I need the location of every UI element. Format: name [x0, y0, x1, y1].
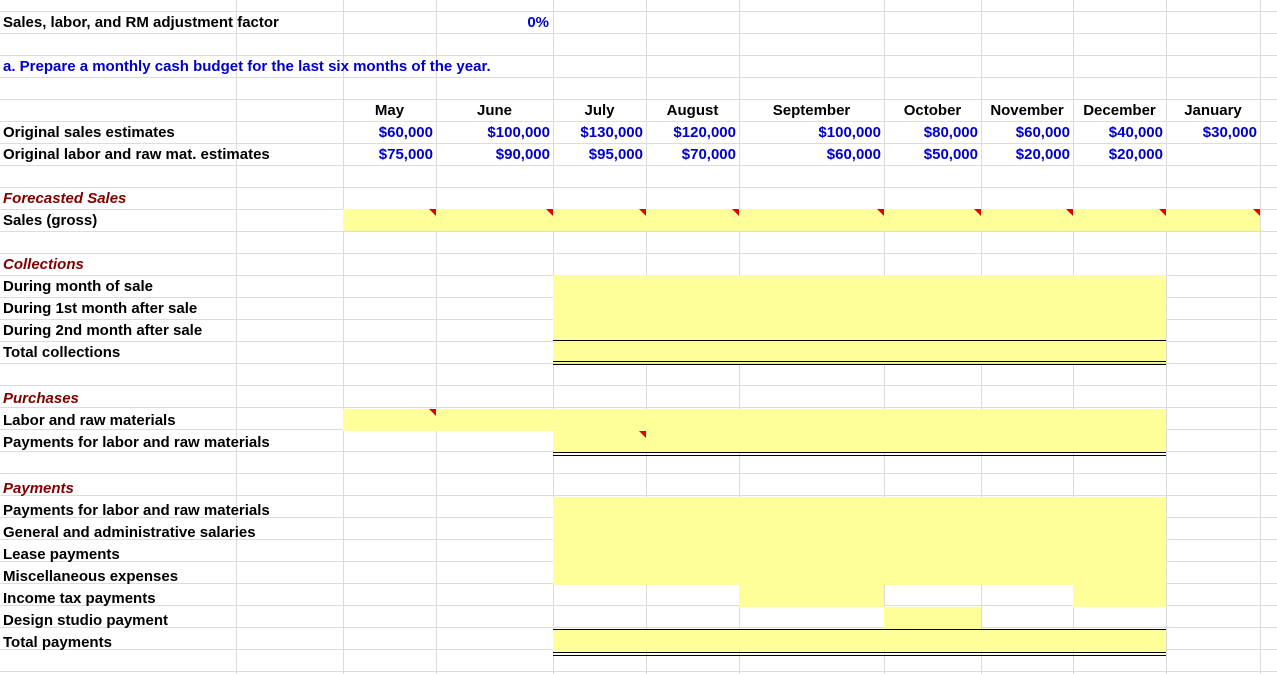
- total-collections-border-bottom: [553, 361, 1166, 365]
- sales-estimate-cell[interactable]: $30,000: [1202, 124, 1257, 141]
- input-fill-tax-aug-sep[interactable]: [739, 585, 884, 607]
- total-payments-border-top: [553, 629, 1166, 630]
- section-title-forecasted-sales: Forecasted Sales: [3, 190, 127, 207]
- month-header-july: July: [584, 102, 615, 119]
- comment-marker-icon[interactable]: [429, 409, 436, 416]
- row-label-total-collections: Total collections: [3, 344, 121, 361]
- comment-marker-icon[interactable]: [1066, 209, 1073, 216]
- row-label-income-tax: Income tax payments: [3, 590, 156, 607]
- sales-estimate-cell[interactable]: $80,000: [923, 124, 978, 141]
- labor-estimate-cell[interactable]: $50,000: [923, 146, 978, 163]
- input-fill-total-payments[interactable]: [553, 629, 1166, 651]
- row-gridline: [0, 55, 1277, 56]
- adjustment-value[interactable]: 0%: [527, 14, 549, 31]
- sales-estimates-label: Original sales estimates: [3, 124, 175, 141]
- labor-estimate-cell[interactable]: $95,000: [588, 146, 643, 163]
- row-gridline: [0, 671, 1277, 672]
- sales-estimate-cell[interactable]: $60,000: [1015, 124, 1070, 141]
- month-header-january: January: [1184, 102, 1242, 119]
- comment-marker-icon[interactable]: [1253, 209, 1260, 216]
- sales-estimate-cell[interactable]: $100,000: [487, 124, 550, 141]
- month-header-september: September: [772, 102, 851, 119]
- month-header-november: November: [990, 102, 1064, 119]
- comment-marker-icon[interactable]: [1159, 209, 1166, 216]
- row-label-month-of-sale: During month of sale: [3, 278, 153, 295]
- input-fill-tax-dec[interactable]: [1073, 585, 1166, 607]
- comment-marker-icon[interactable]: [546, 209, 553, 216]
- row-gridline: [0, 363, 1277, 364]
- month-header-december: December: [1083, 102, 1156, 119]
- input-fill-design-oct[interactable]: [884, 607, 981, 629]
- row-gridline: [0, 605, 1277, 606]
- comment-marker-icon[interactable]: [877, 209, 884, 216]
- row-label-misc-expenses: Miscellaneous expenses: [3, 568, 179, 585]
- comment-marker-icon[interactable]: [974, 209, 981, 216]
- month-header-august: August: [666, 102, 719, 119]
- row-gridline: [0, 385, 1277, 386]
- row-gridline: [0, 231, 1277, 232]
- labor-estimate-cell[interactable]: $75,000: [378, 146, 433, 163]
- row-gridline: [0, 253, 1277, 254]
- column-gridline: [343, 0, 344, 674]
- comment-marker-icon[interactable]: [639, 209, 646, 216]
- sales-estimate-cell[interactable]: $120,000: [673, 124, 736, 141]
- month-header-june: June: [476, 102, 512, 119]
- section-title-collections: Collections: [3, 256, 84, 273]
- row-label-lease-payments: Lease payments: [3, 546, 120, 563]
- row-label-total-payments: Total payments: [3, 634, 112, 651]
- row-gridline: [0, 121, 1277, 122]
- month-header-may: May: [374, 102, 405, 119]
- total-collections-border-top: [553, 340, 1166, 341]
- row-label-design-studio: Design studio payment: [3, 612, 169, 629]
- input-fill-sales-gross[interactable]: [343, 209, 1260, 231]
- sales-estimate-cell[interactable]: $40,000: [1108, 124, 1163, 141]
- input-fill-labor-materials[interactable]: [343, 409, 1166, 431]
- labor-estimate-cell[interactable]: $60,000: [826, 146, 881, 163]
- labor-estimates-label: Original labor and raw mat. estimates: [3, 146, 270, 163]
- row-gridline: [0, 165, 1277, 166]
- row-label-payments-labor: Payments for labor and raw materials: [3, 502, 270, 519]
- adjustment-label: Sales, labor, and RM adjustment factor: [3, 14, 279, 31]
- row-label-2nd-month-after: During 2nd month after sale: [3, 322, 203, 339]
- column-gridline: [236, 0, 237, 674]
- section-title-purchases: Purchases: [3, 390, 79, 407]
- labor-estimate-cell[interactable]: $20,000: [1108, 146, 1163, 163]
- row-gridline: [0, 11, 1277, 12]
- labor-estimate-cell[interactable]: $20,000: [1015, 146, 1070, 163]
- row-label-labor-raw-materials: Labor and raw materials: [3, 412, 176, 429]
- row-label-labor-payments: Payments for labor and raw materials: [3, 434, 270, 451]
- input-fill-collections[interactable]: [553, 275, 1166, 363]
- row-label-sales-gross: Sales (gross): [3, 212, 98, 229]
- column-gridline: [1260, 0, 1261, 674]
- row-gridline: [0, 473, 1277, 474]
- labor-estimate-cell[interactable]: $90,000: [495, 146, 550, 163]
- month-header-october: October: [903, 102, 962, 119]
- column-gridline: [1166, 0, 1167, 674]
- total-payments-border-bottom: [553, 652, 1166, 656]
- labor-estimate-cell[interactable]: $70,000: [681, 146, 736, 163]
- sales-estimate-cell[interactable]: $100,000: [818, 124, 881, 141]
- instruction-text: a. Prepare a monthly cash budget for the…: [3, 58, 491, 75]
- row-gridline: [0, 187, 1277, 188]
- sales-estimate-cell[interactable]: $130,000: [580, 124, 643, 141]
- row-label-admin-salaries: General and administrative salaries: [3, 524, 256, 541]
- row-label-1st-month-after: During 1st month after sale: [3, 300, 198, 317]
- row-gridline: [0, 77, 1277, 78]
- input-fill-labor-payments[interactable]: [553, 431, 1166, 453]
- column-gridline: [436, 0, 437, 674]
- sales-estimate-cell[interactable]: $60,000: [378, 124, 433, 141]
- row-gridline: [0, 495, 1277, 496]
- row-gridline: [0, 99, 1277, 100]
- labor-payments-border-bottom: [553, 452, 1166, 456]
- input-fill-payments-block[interactable]: [553, 497, 1166, 585]
- row-gridline: [0, 143, 1277, 144]
- comment-marker-icon[interactable]: [639, 431, 646, 438]
- comment-marker-icon[interactable]: [732, 209, 739, 216]
- comment-marker-icon[interactable]: [429, 209, 436, 216]
- row-gridline: [0, 407, 1277, 408]
- row-gridline: [0, 627, 1277, 628]
- row-gridline: [0, 33, 1277, 34]
- section-title-payments: Payments: [3, 480, 74, 497]
